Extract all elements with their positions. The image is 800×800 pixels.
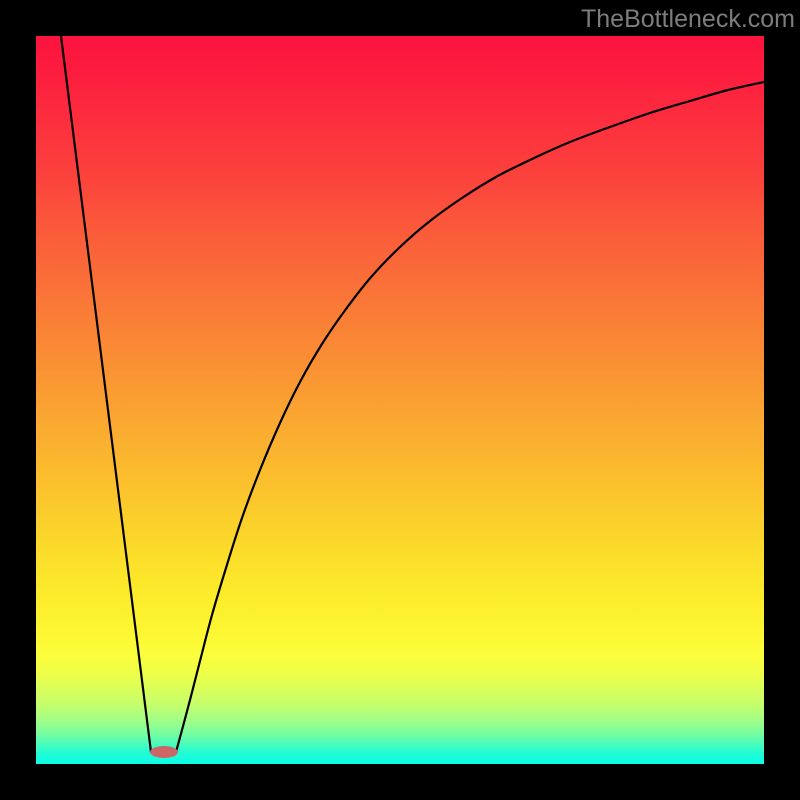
optimum-marker [150, 746, 178, 758]
plot-background [36, 36, 764, 764]
bottleneck-chart: TheBottleneck.com [0, 0, 800, 800]
watermark-label: TheBottleneck.com [581, 5, 795, 33]
